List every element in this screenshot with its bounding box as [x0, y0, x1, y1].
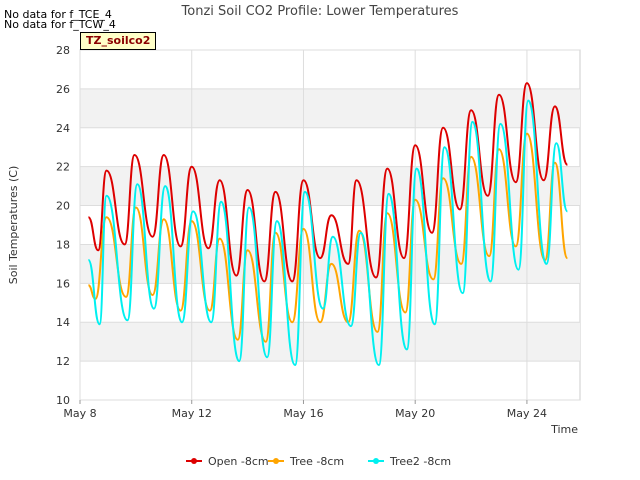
y-tick-label: 12 [56, 355, 70, 368]
y-tick-label: 20 [56, 200, 70, 213]
y-tick-label: 24 [56, 122, 70, 135]
legend-marker [273, 458, 279, 464]
plot-bands [80, 88, 580, 362]
x-axis-label: Time [550, 423, 578, 436]
legend-label: Tree -8cm [289, 455, 344, 468]
legend: Open -8cm Tree -8cm Tree2 -8cm [186, 455, 451, 468]
series-line-tree-8cm [87, 132, 569, 343]
legend-marker [191, 458, 197, 464]
x-tick-label: May 24 [507, 407, 547, 420]
legend-label: Tree2 -8cm [389, 455, 451, 468]
y-tick-label: 16 [56, 277, 70, 290]
y-tick-label: 10 [56, 394, 70, 407]
y-axis-label: Soil Temperatures (C) [7, 166, 20, 285]
y-tick-label: 26 [56, 83, 70, 96]
series-line-tree2-8cm [87, 99, 569, 366]
chart-title: Tonzi Soil CO2 Profile: Lower Temperatur… [181, 4, 459, 19]
no-data-note-tcw: No data for f_TCW_4 [4, 18, 116, 31]
gridlines [79, 49, 580, 401]
x-tick-label: May 20 [395, 407, 435, 420]
no-data-note-tce: No data for f_TCE_4 [4, 8, 112, 21]
series-lines [87, 82, 569, 366]
x-axis-ticks: May 8 May 12 May 16 May 20 May 24 [63, 400, 547, 420]
y-tick-label: 22 [56, 161, 70, 174]
y-tick-label: 18 [56, 238, 70, 251]
plot-band [80, 322, 580, 362]
y-axis-ticks: 10 12 14 16 18 20 22 24 26 28 [56, 44, 70, 407]
x-tick-label: May 16 [283, 407, 323, 420]
legend-marker [373, 458, 379, 464]
x-tick-label: May 8 [63, 407, 96, 420]
legend-label: Open -8cm [208, 455, 269, 468]
y-tick-label: 14 [56, 316, 70, 329]
y-tick-label: 28 [56, 44, 70, 57]
x-tick-label: May 12 [172, 407, 212, 420]
series-line-open-8cm [87, 82, 569, 283]
site-label-badge: TZ_soilco2 [80, 32, 157, 50]
